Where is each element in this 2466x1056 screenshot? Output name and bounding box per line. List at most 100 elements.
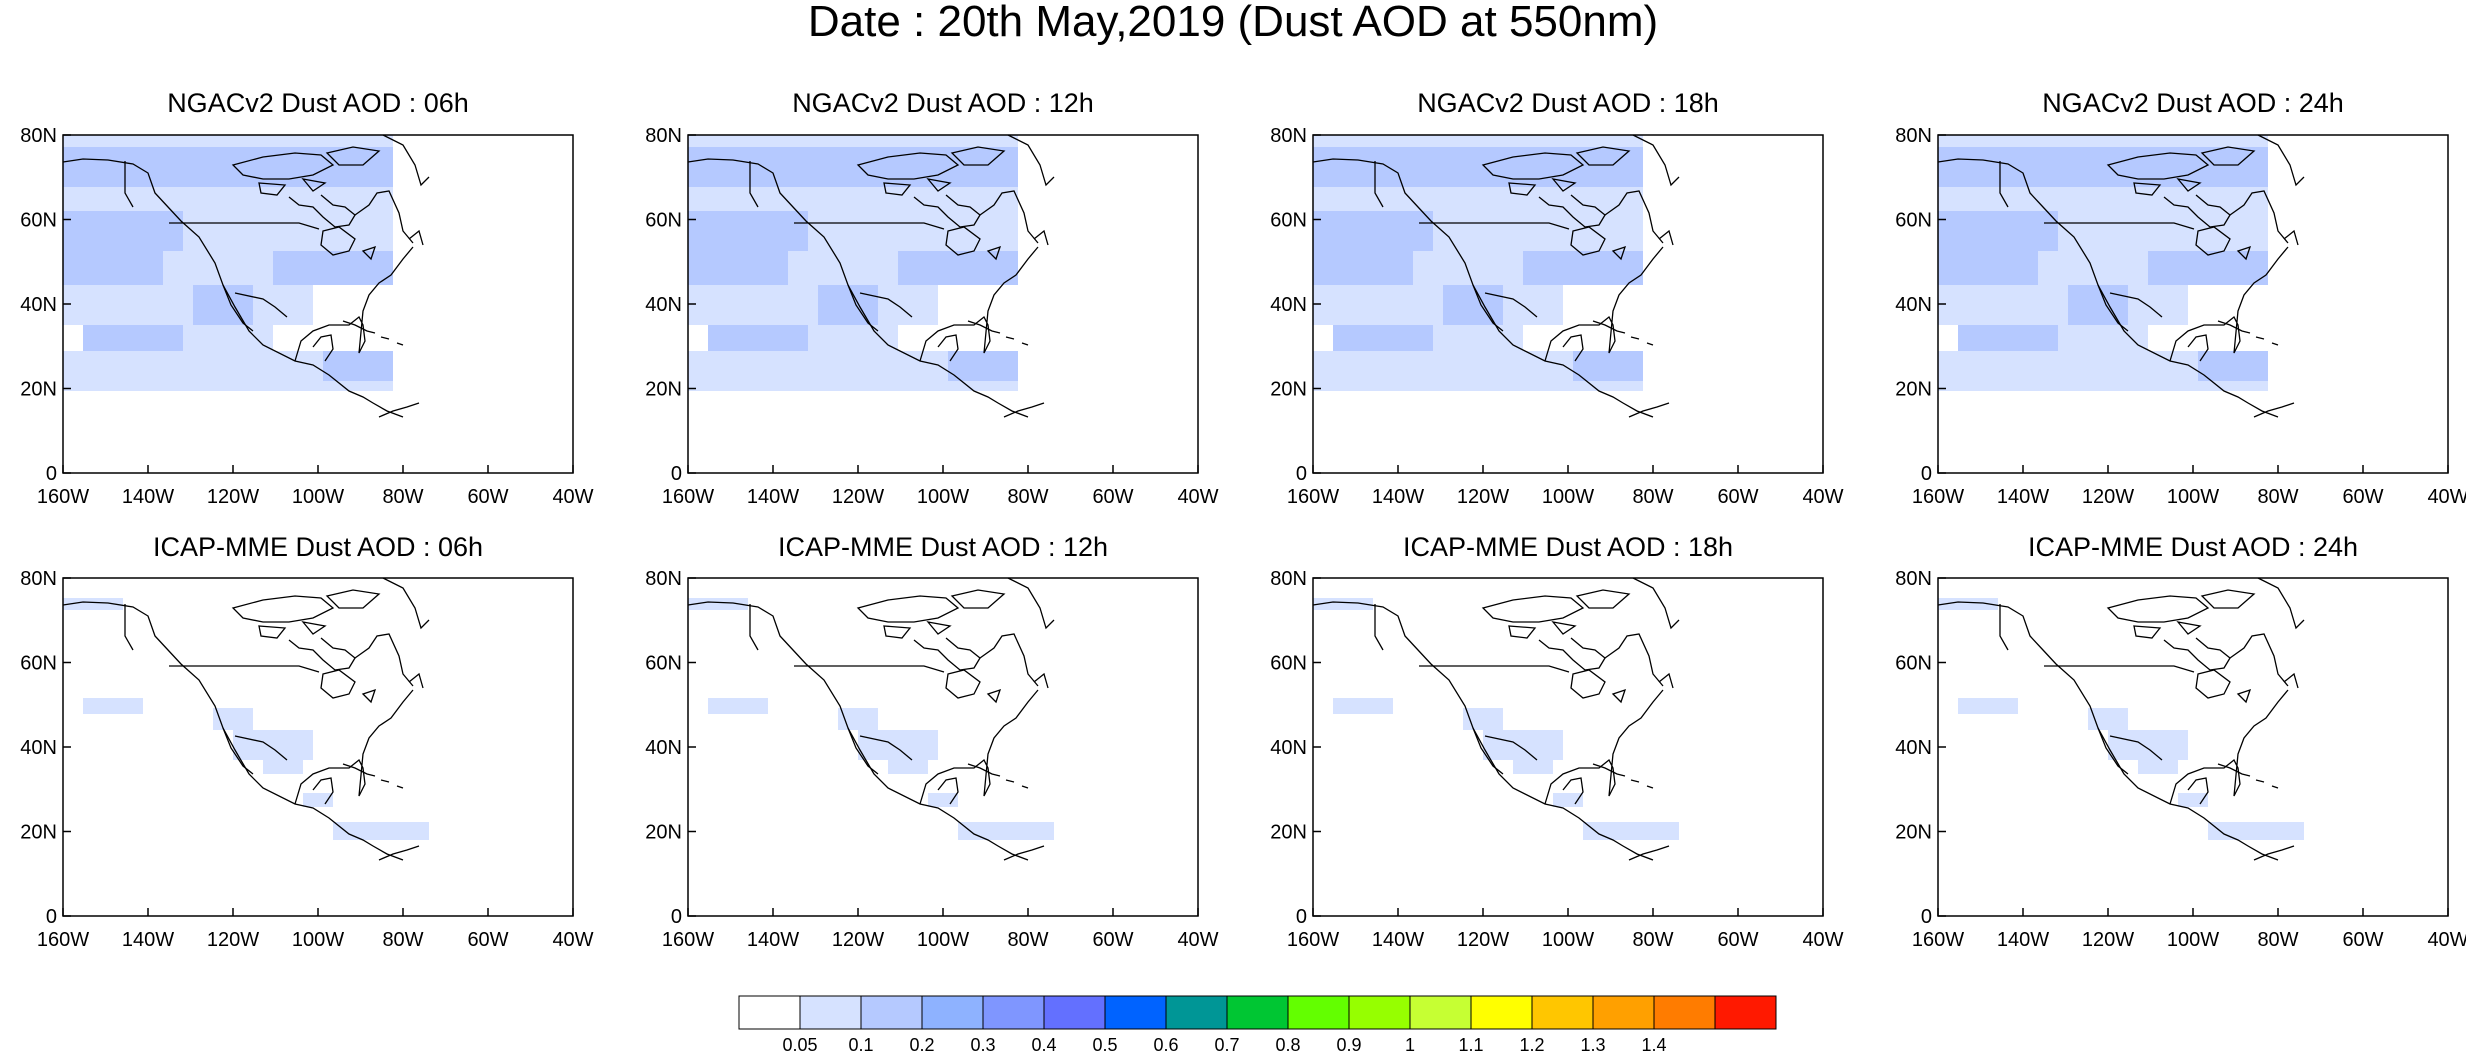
- lat-tick-label: 20N: [20, 379, 57, 401]
- lat-tick-label: 80N: [1895, 568, 1932, 590]
- lat-tick-label: 20N: [645, 822, 682, 844]
- lat-tick-label: 40N: [20, 737, 57, 759]
- map-ngac-18h: [1312, 134, 1824, 474]
- lat-tick-label: 40N: [1895, 294, 1932, 316]
- lon-tick-label: 140W: [122, 929, 174, 951]
- colorbar-box: [1470, 995, 1533, 1030]
- lon-tick-label: 100W: [2167, 486, 2219, 508]
- lon-tick-label: 120W: [2082, 929, 2134, 951]
- colorbar-box: [921, 995, 984, 1030]
- lon-tick-label: 140W: [122, 486, 174, 508]
- colorbar: [738, 995, 1777, 1030]
- lat-tick-label: 60N: [20, 653, 57, 675]
- lat-tick-label: 60N: [1895, 210, 1932, 232]
- lat-tick-label: 40N: [645, 737, 682, 759]
- panel-title-icap-18h: ICAP-MME Dust AOD : 18h: [1402, 532, 1734, 562]
- lon-tick-label: 140W: [747, 486, 799, 508]
- lat-tick-label: 20N: [20, 822, 57, 844]
- lon-tick-label: 40W: [1177, 486, 1218, 508]
- lat-tick-label: 60N: [1895, 653, 1932, 675]
- colorbar-label: 1.4: [1641, 1035, 1667, 1055]
- lon-tick-label: 60W: [1717, 929, 1758, 951]
- colorbar-label: 0.05: [782, 1035, 818, 1055]
- panel-title-ngac-06h: NGACv2 Dust AOD : 06h: [167, 88, 469, 118]
- lat-tick-label: 0: [1296, 463, 1307, 485]
- panel-title-icap-24h: ICAP-MME Dust AOD : 24h: [2027, 532, 2359, 562]
- lat-tick-label: 40N: [20, 294, 57, 316]
- colorbar-box: [799, 995, 862, 1030]
- colorbar-box: [1043, 995, 1106, 1030]
- lon-tick-label: 100W: [917, 929, 969, 951]
- lon-tick-label: 160W: [1287, 486, 1339, 508]
- panel-title-icap-06h: ICAP-MME Dust AOD : 06h: [152, 532, 484, 562]
- lat-tick-label: 80N: [20, 568, 57, 590]
- lon-tick-label: 40W: [2427, 929, 2466, 951]
- panel-title-ngac-12h: NGACv2 Dust AOD : 12h: [792, 88, 1094, 118]
- lat-tick-label: 80N: [20, 125, 57, 147]
- lat-tick-label: 0: [1921, 463, 1932, 485]
- lat-tick-label: 0: [671, 463, 682, 485]
- lon-tick-label: 160W: [1912, 486, 1964, 508]
- lon-tick-label: 40W: [1177, 929, 1218, 951]
- lon-tick-label: 60W: [1092, 486, 1133, 508]
- lon-tick-label: 80W: [1632, 486, 1673, 508]
- lon-tick-label: 80W: [2257, 486, 2298, 508]
- lon-tick-label: 140W: [1372, 486, 1424, 508]
- lon-tick-label: 100W: [292, 486, 344, 508]
- lat-tick-label: 60N: [1270, 210, 1307, 232]
- colorbar-label: 0.9: [1336, 1035, 1362, 1055]
- colorbar-label: 0.4: [1031, 1035, 1057, 1055]
- lon-tick-label: 80W: [1632, 929, 1673, 951]
- lat-tick-label: 20N: [1895, 379, 1932, 401]
- colorbar-box: [738, 995, 801, 1030]
- lon-tick-label: 60W: [467, 486, 508, 508]
- lat-tick-label: 0: [1296, 906, 1307, 928]
- lat-tick-label: 40N: [1895, 737, 1932, 759]
- lon-tick-label: 120W: [207, 486, 259, 508]
- colorbar-box: [860, 995, 923, 1030]
- lat-tick-label: 20N: [1895, 822, 1932, 844]
- lat-tick-label: 80N: [645, 125, 682, 147]
- lon-tick-label: 120W: [832, 929, 884, 951]
- colorbar-box: [982, 995, 1045, 1030]
- lon-tick-label: 160W: [37, 486, 89, 508]
- lon-tick-label: 140W: [1372, 929, 1424, 951]
- colorbar-box: [1165, 995, 1228, 1030]
- lon-tick-label: 100W: [2167, 929, 2219, 951]
- panel-title-icap-12h: ICAP-MME Dust AOD : 12h: [777, 532, 1109, 562]
- lat-tick-label: 20N: [645, 379, 682, 401]
- lon-tick-label: 80W: [382, 929, 423, 951]
- lat-tick-label: 60N: [1270, 653, 1307, 675]
- lon-tick-label: 100W: [292, 929, 344, 951]
- colorbar-label: 0.2: [909, 1035, 935, 1055]
- lon-tick-label: 100W: [1542, 486, 1594, 508]
- colorbar-box: [1592, 995, 1655, 1030]
- lon-tick-label: 40W: [1802, 929, 1843, 951]
- colorbar-box: [1348, 995, 1411, 1030]
- lon-tick-label: 120W: [832, 486, 884, 508]
- lat-tick-label: 0: [671, 906, 682, 928]
- map-ngac-12h: [687, 134, 1199, 474]
- lat-tick-label: 80N: [1895, 125, 1932, 147]
- lon-tick-label: 80W: [1007, 486, 1048, 508]
- panel-title-ngac-18h: NGACv2 Dust AOD : 18h: [1417, 88, 1719, 118]
- lat-tick-label: 0: [46, 906, 57, 928]
- lon-tick-label: 160W: [37, 929, 89, 951]
- lon-tick-label: 100W: [1542, 929, 1594, 951]
- map-icap-12h: [687, 577, 1199, 917]
- colorbar-box: [1531, 995, 1594, 1030]
- lon-tick-label: 120W: [1457, 929, 1509, 951]
- lon-tick-label: 160W: [662, 486, 714, 508]
- lat-tick-label: 40N: [1270, 737, 1307, 759]
- lat-tick-label: 20N: [1270, 379, 1307, 401]
- lon-tick-label: 40W: [552, 486, 593, 508]
- panel-title-ngac-24h: NGACv2 Dust AOD : 24h: [2042, 88, 2344, 118]
- lon-tick-label: 120W: [1457, 486, 1509, 508]
- colorbar-label: 1.2: [1519, 1035, 1545, 1055]
- lon-tick-label: 100W: [917, 486, 969, 508]
- lat-tick-label: 60N: [645, 653, 682, 675]
- lat-tick-label: 80N: [1270, 568, 1307, 590]
- colorbar-label: 1.1: [1458, 1035, 1484, 1055]
- lon-tick-label: 60W: [467, 929, 508, 951]
